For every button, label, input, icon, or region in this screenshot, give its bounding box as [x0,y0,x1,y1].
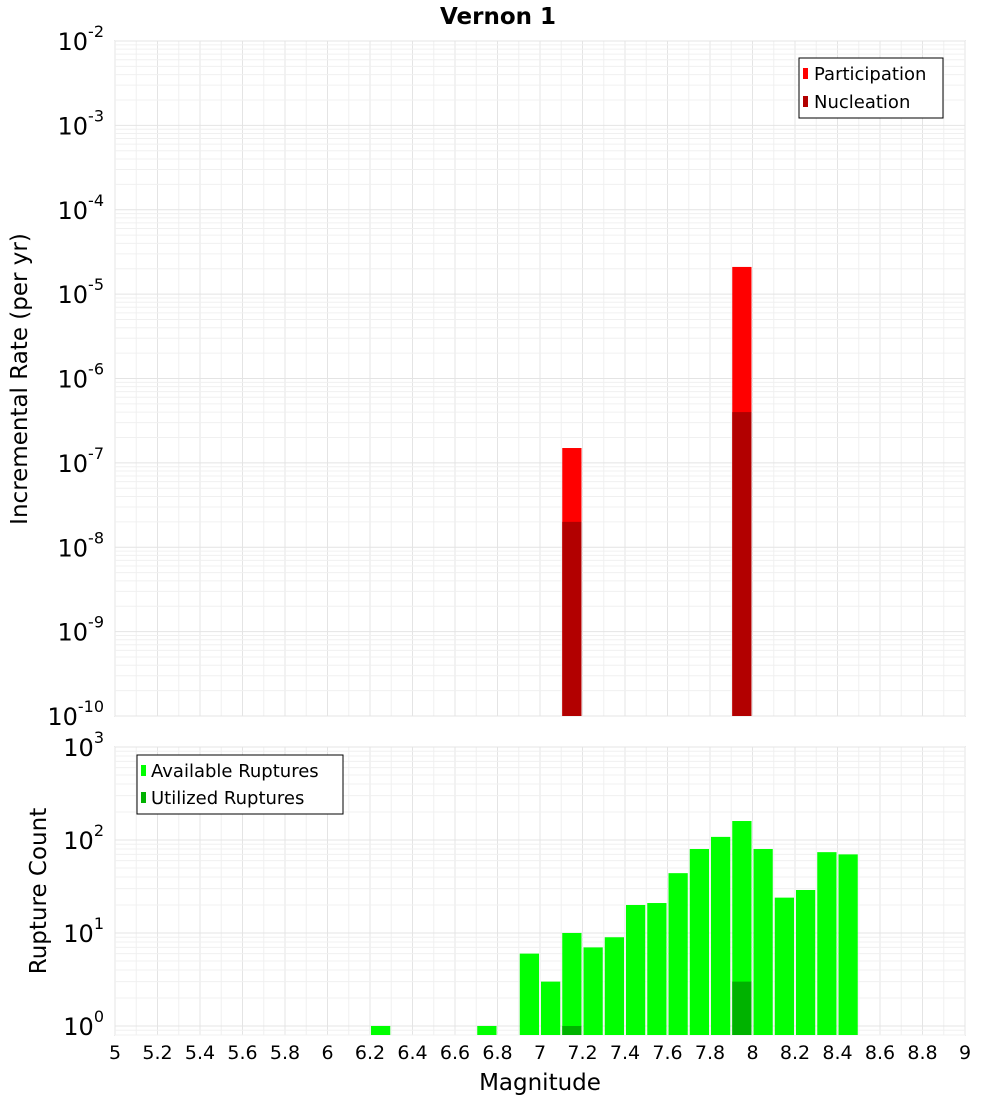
x-tick-label: 6.8 [482,1042,512,1064]
count-bar-available-ruptures [541,981,561,1035]
count-bars [371,821,858,1035]
count-bar-available-ruptures [647,903,667,1035]
x-tick-label: 8.6 [865,1042,895,1064]
rate-panel: 10-10 10-9 10-8 10-7 10-6 10-5 10-4 10-3 10-2 In… [7,22,966,731]
nucleation-legend-label: Nucleation [814,92,910,113]
count-bar-available-ruptures [732,821,752,1035]
rate-legend-box [798,57,944,119]
x-tick-label: 7.8 [695,1042,725,1064]
x-tick-labels: 5 5.2 5.4 5.6 5.8 6 6.2 6.4 6.6 6.8 7 7.2 7.4 7.6 7.8 8… [109,1042,971,1064]
x-tick-label: 5 [109,1042,121,1064]
rate-y-tick-label: 10-6 [58,360,105,394]
rate-y-tick-label: 10-7 [58,444,105,478]
x-tick-label: 7 [534,1042,546,1064]
count-bar-available-ruptures [626,904,646,1035]
x-tick-label: 5.6 [227,1042,257,1064]
participation-legend-swatch [803,68,808,79]
rate-legend: Participation Nucleation [798,57,944,119]
x-tick-label: 8.4 [822,1042,852,1064]
count-bar-utilized-ruptures [732,981,752,1035]
rate-y-axis-label: Incremental Rate (per yr) [7,233,33,525]
x-axis-label: Magnitude [479,1070,601,1096]
x-tick-label: 7.2 [567,1042,597,1064]
count-bar-available-ruptures [711,836,731,1035]
nucleation-legend-swatch [803,96,808,107]
rate-y-tick-label: 10-5 [58,275,105,309]
x-tick-label: 5.2 [142,1042,172,1064]
rate-y-tick-label: 10-10 [47,697,104,731]
rate-y-tick-label: 10-2 [58,22,105,56]
x-tick-label: 5.4 [185,1042,215,1064]
count-legend: Available Ruptures Utilized Ruptures [136,754,344,815]
rate-grid [114,40,966,717]
count-bar-available-ruptures [477,1025,497,1035]
count-y-ticks: 100 101 102 103 [63,728,104,1041]
count-y-tick-label: 101 [63,914,104,948]
x-tick-label: 6.6 [440,1042,470,1064]
rate-y-tick-label: 10-8 [58,528,105,562]
count-bar-available-ruptures [753,849,773,1035]
count-bar-utilized-ruptures [562,1025,582,1035]
rate-y-tick-label: 10-3 [58,106,105,140]
rate-y-tick-label: 10-4 [58,191,105,225]
count-bar-available-ruptures [817,852,837,1035]
count-panel: 100 101 102 103 5 5.2 5.4 5.6 5.8 6 6.2 6.4 6.6 6.8 7… [26,728,971,1096]
x-tick-label: 8.8 [907,1042,937,1064]
x-tick-label: 8.2 [780,1042,810,1064]
x-tick-label: 8 [746,1042,758,1064]
participation-legend-label: Participation [814,64,926,85]
count-bar-available-ruptures [519,953,539,1035]
count-legend-box [136,754,344,815]
x-tick-label: 7.4 [610,1042,640,1064]
rate-y-tick-label: 10-9 [58,613,105,647]
count-bar-available-ruptures [371,1025,391,1035]
available-legend-label: Available Ruptures [151,761,319,782]
x-tick-label: 6.4 [397,1042,427,1064]
count-y-tick-label: 100 [63,1007,104,1041]
x-tick-label: 5.8 [270,1042,300,1064]
count-bar-available-ruptures [668,873,688,1035]
rate-bars [562,266,752,716]
x-tick-label: 6 [321,1042,333,1064]
utilized-legend-swatch [141,792,146,803]
rate-y-ticks: 10-10 10-9 10-8 10-7 10-6 10-5 10-4 10-3 10-2 [47,22,104,731]
x-tick-label: 7.6 [652,1042,682,1064]
count-bar-available-ruptures [562,932,582,1035]
count-bar-available-ruptures [689,849,709,1035]
count-bar-available-ruptures [583,947,603,1035]
count-bar-available-ruptures [796,889,816,1035]
count-y-axis-label: Rupture Count [26,808,52,974]
utilized-legend-label: Utilized Ruptures [151,788,304,809]
chart-title: Vernon 1 [440,4,556,30]
count-bar-available-ruptures [604,937,624,1035]
rate-bar-nucleation [562,521,582,716]
count-y-tick-label: 103 [63,728,104,762]
x-tick-label: 6.2 [355,1042,385,1064]
rate-bar-nucleation [732,412,752,716]
count-y-tick-label: 102 [63,821,104,855]
x-tick-label: 9 [959,1042,971,1064]
count-bar-available-ruptures [838,854,858,1035]
count-bar-available-ruptures [774,897,794,1035]
available-legend-swatch [141,765,146,776]
